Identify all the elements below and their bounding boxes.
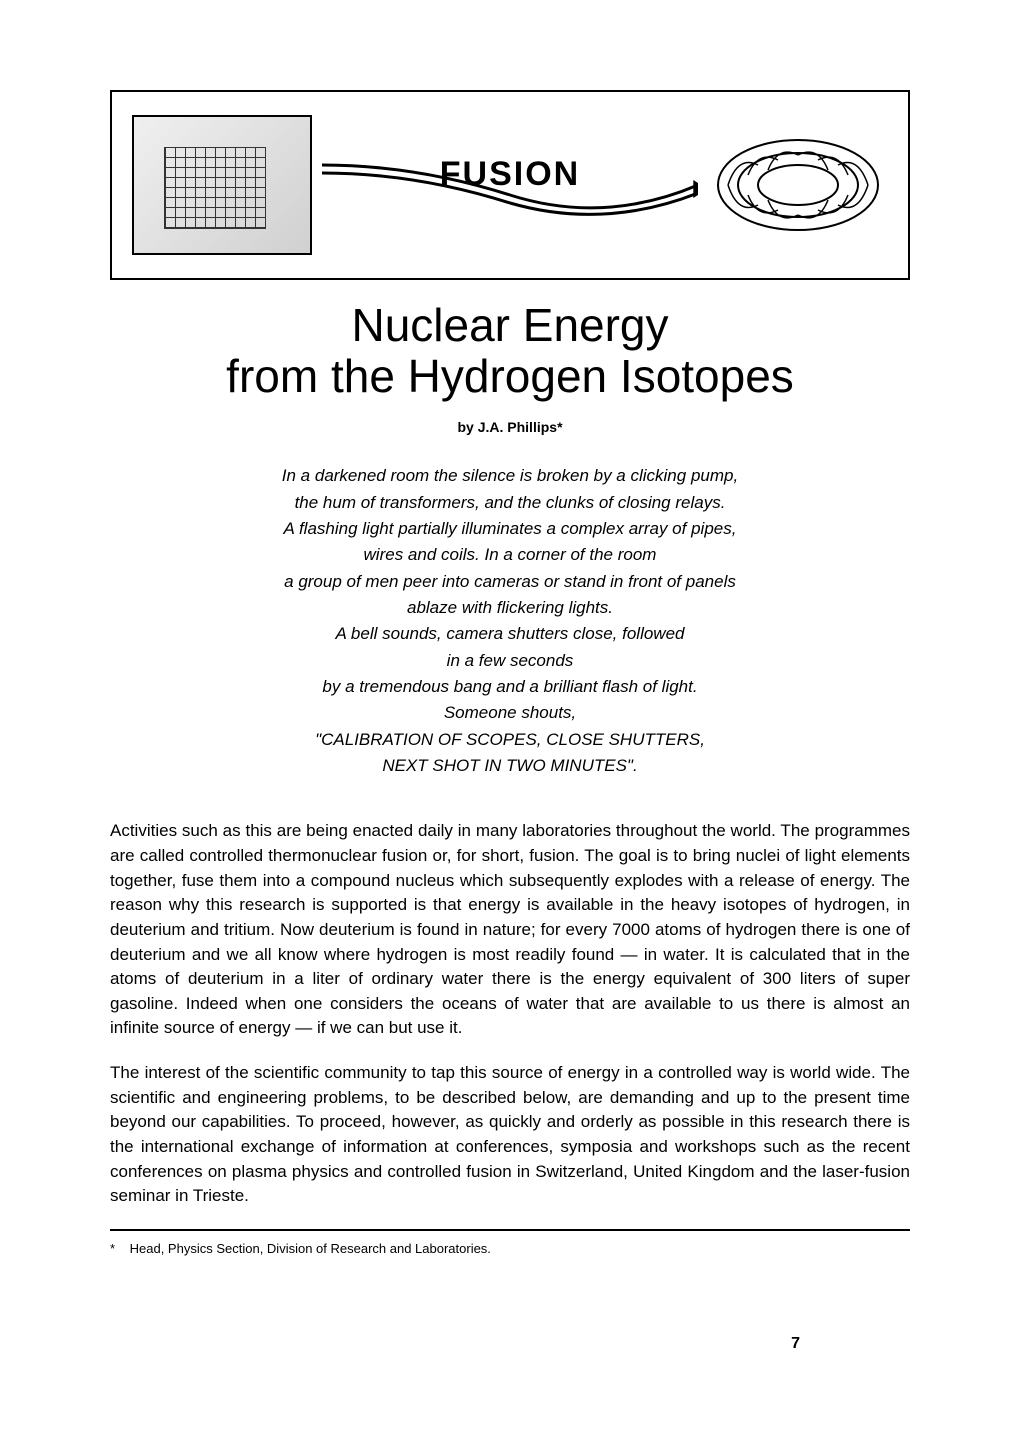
body-paragraph-1: Activities such as this are being enacte… <box>110 819 910 1041</box>
footnote-divider <box>110 1229 910 1231</box>
poem-line: In a darkened room the silence is broken… <box>170 463 850 489</box>
poem-line: A flashing light partially illuminates a… <box>170 516 850 542</box>
poem-line: A bell sounds, camera shutters close, fo… <box>170 621 850 647</box>
byline: by J.A. Phillips* <box>110 419 910 435</box>
opening-poem: In a darkened room the silence is broken… <box>170 463 850 779</box>
poem-line: "CALIBRATION OF SCOPES, CLOSE SHUTTERS, <box>170 727 850 753</box>
oscilloscope-icon <box>132 115 312 255</box>
footnote-text: Head, Physics Section, Division of Resea… <box>130 1241 491 1256</box>
footnote: * Head, Physics Section, Division of Res… <box>110 1241 910 1256</box>
poem-line: the hum of transformers, and the clunks … <box>170 490 850 516</box>
footnote-marker: * <box>110 1241 126 1256</box>
poem-line: NEXT SHOT IN TWO MINUTES". <box>170 753 850 779</box>
body-paragraph-2: The interest of the scientific community… <box>110 1061 910 1209</box>
poem-line: a group of men peer into cameras or stan… <box>170 569 850 595</box>
page-number: 7 <box>791 1335 800 1353</box>
poem-line: in a few seconds <box>170 648 850 674</box>
fusion-label: FUSION <box>440 155 580 194</box>
title-line-1: Nuclear Energy <box>351 299 668 351</box>
poem-line: ablaze with flickering lights. <box>170 595 850 621</box>
reactor-coil-icon <box>708 125 888 245</box>
article-title: Nuclear Energy from the Hydrogen Isotope… <box>110 300 910 401</box>
poem-line: by a tremendous bang and a brilliant fla… <box>170 674 850 700</box>
swoop-line: FUSION <box>322 145 698 225</box>
title-line-2: from the Hydrogen Isotopes <box>226 350 794 402</box>
header-graphic: FUSION <box>110 90 910 280</box>
poem-line: wires and coils. In a corner of the room <box>170 542 850 568</box>
poem-line: Someone shouts, <box>170 700 850 726</box>
